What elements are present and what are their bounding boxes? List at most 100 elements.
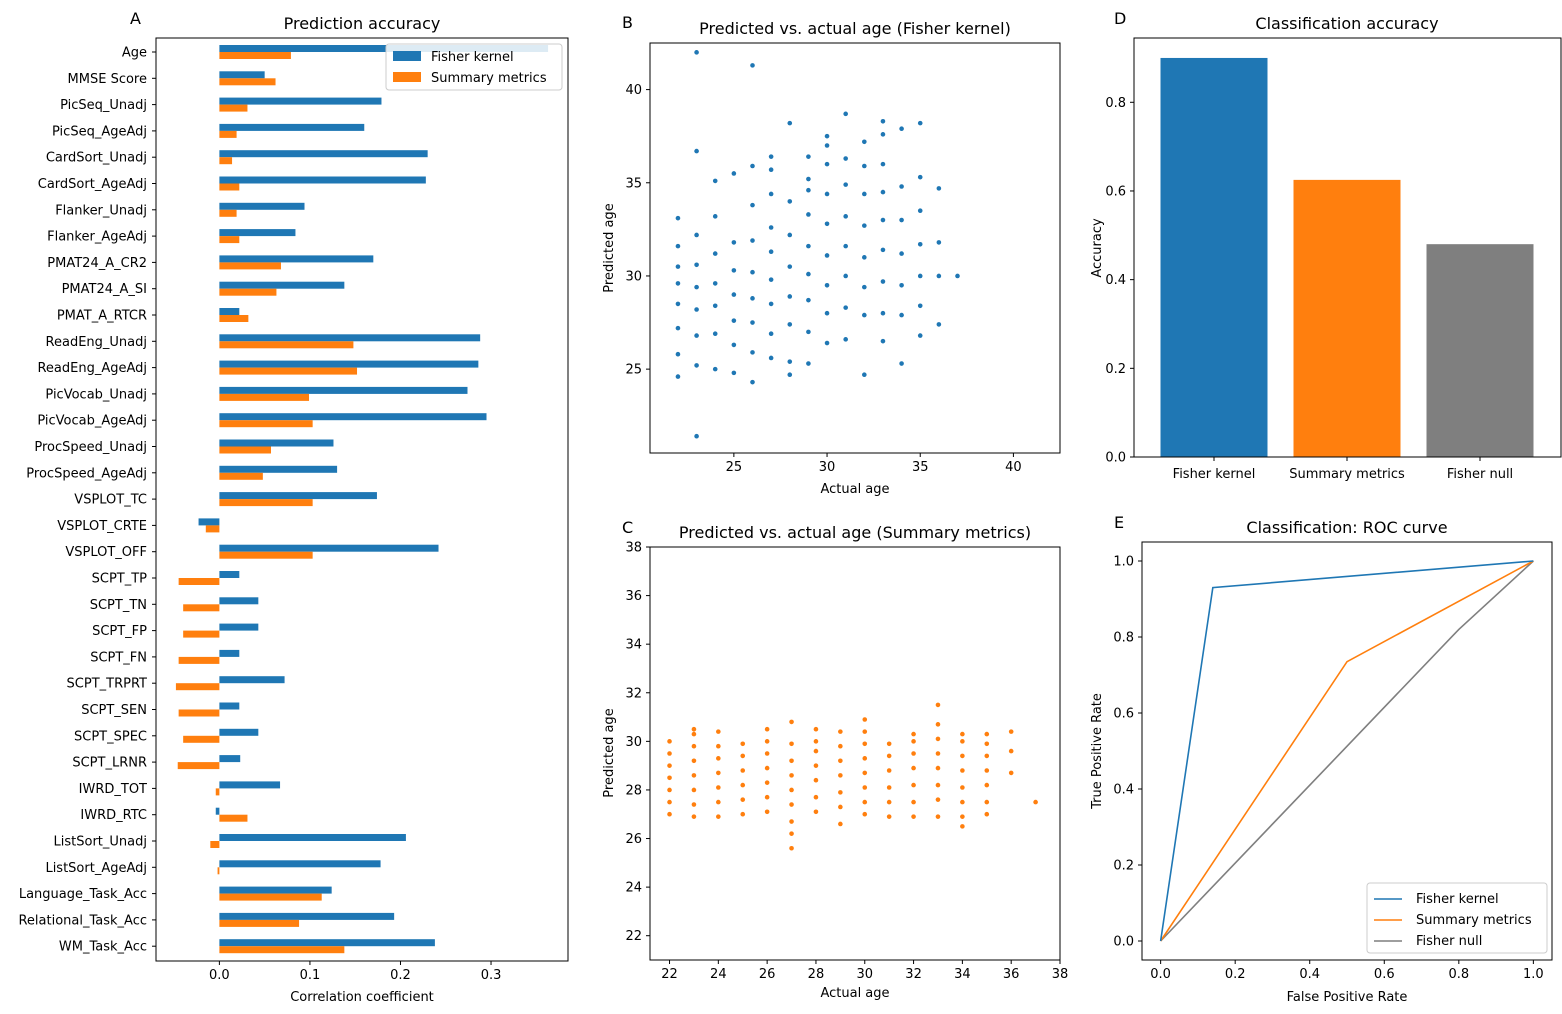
panel-a-legend: Fisher kernel Summary metrics (385, 43, 563, 91)
scatter-point (935, 736, 941, 742)
category-label-pmat24-a-si: PMAT24_A_SI (62, 282, 147, 297)
y-tick-label: 0.6 (1105, 184, 1126, 199)
legend-label-fisher-null: Fisher null (1416, 934, 1482, 949)
scatter-point (960, 785, 965, 790)
y-tick-label: 0.8 (1113, 631, 1134, 646)
x-tick-label: 26 (759, 967, 776, 982)
scatter-point (667, 775, 672, 781)
fisher-bar-scpt-tp (219, 571, 240, 578)
y-tick-label: 1.0 (1113, 555, 1134, 570)
category-label-cardsort-ageadj: CardSort_AgeAdj (38, 177, 147, 192)
scatter-point (806, 187, 811, 193)
scatter-point (1008, 729, 1014, 734)
scatter-point (787, 294, 793, 299)
scatter-point (911, 765, 916, 771)
scatter-point (984, 799, 990, 805)
x-tick-label: 0.4 (1299, 967, 1320, 982)
scatter-point (675, 301, 681, 307)
scatter-point (899, 126, 904, 132)
fisher-bar-mmse-score (219, 71, 265, 79)
scatter-point (787, 120, 793, 126)
category-label-language-task-acc: Language_Task_Acc (19, 887, 147, 902)
summary-bar-scpt-lrnr (177, 762, 220, 770)
panel-a: A Prediction accuracy Age MMSE Score PicSe… (18, 9, 569, 1005)
scatter-point (764, 780, 770, 785)
x-tick-label-fisher-null: Fisher null (1447, 467, 1513, 482)
category-label-scpt-fp: SCPT_FP (92, 624, 147, 639)
fisher-bar-flanker-ageadj (219, 229, 296, 237)
scatter-point (750, 379, 755, 385)
scatter-point (675, 281, 681, 286)
scatter-point (880, 189, 886, 195)
fisher-bar-cardsort-ageadj (219, 176, 426, 184)
y-tick-label: 0.4 (1105, 273, 1126, 288)
panel-c-ylabel: Predicted age (602, 708, 617, 797)
category-label-scpt-tp: SCPT_TP (92, 572, 148, 587)
summary-bar-picvocab-ageadj (219, 420, 313, 428)
fisher-bar-listsort-ageadj (219, 860, 381, 868)
scatter-point (787, 322, 793, 327)
fisher-bar-wm-task-acc (219, 939, 435, 947)
scatter-point (838, 804, 843, 810)
scatter-point (984, 741, 990, 747)
fisher-bar-scpt-tn (219, 597, 259, 605)
fisher-bar-scpt-sen (219, 702, 240, 710)
fisher-bar-vsplot-tc (219, 492, 377, 500)
y-tick-label: 36 (625, 589, 642, 604)
category-label-procspeed-unadj: ProcSpeed_Unadj (34, 440, 147, 455)
panel-a-bars (175, 45, 549, 954)
scatter-point (694, 232, 699, 238)
scatter-point (694, 284, 699, 290)
panel-e-ylabel: True Positive Rate (1090, 693, 1105, 810)
y-tick-label: 32 (625, 686, 642, 701)
category-label-wm-task-acc: WM_Task_Acc (59, 940, 147, 955)
summary-bar-scpt-trprt (175, 683, 220, 691)
scatter-point (862, 811, 868, 817)
scatter-point (862, 741, 868, 747)
scatter-point (787, 372, 793, 378)
panel-a-legend-frame (385, 43, 563, 91)
category-label-scpt-tn: SCPT_TN (90, 598, 147, 613)
scatter-point (789, 831, 794, 836)
scatter-point (880, 118, 886, 124)
scatter-point (935, 814, 941, 819)
roc-line-fisher-kernel (1159, 560, 1534, 942)
scatter-point (731, 318, 737, 323)
scatter-point (694, 262, 699, 268)
panel-c: C Predicted vs. actual age (Summary metr… (602, 518, 1068, 1001)
scatter-point (731, 342, 737, 348)
y-tick-label: 0.2 (1105, 362, 1126, 377)
panel-b-xlabel: Actual age (820, 482, 889, 497)
fisher-bar-pmat-a-rtcr (219, 308, 240, 315)
scatter-point (886, 753, 892, 759)
panel-c-points (667, 702, 1038, 851)
scatter-point (935, 765, 941, 771)
scatter-point (694, 50, 699, 55)
summary-bar-picseq-ageadj (219, 130, 237, 138)
category-label-picvocab-ageadj: PicVocab_AgeAdj (37, 414, 147, 429)
roc-line-fisher-null (1160, 560, 1534, 942)
scatter-point (911, 731, 916, 737)
scatter-point (712, 178, 718, 184)
scatter-point (899, 361, 904, 366)
scatter-point (750, 238, 755, 243)
scatter-point (768, 355, 774, 361)
panel-c-x-ticks: 22 24 26 28 30 32 34 36 38 (661, 960, 1068, 982)
panel-a-title: Prediction accuracy (284, 14, 441, 33)
summary-bar-scpt-spec (183, 735, 220, 743)
scatter-point (813, 726, 819, 732)
scatter-point (911, 782, 916, 788)
scatter-point (862, 191, 867, 197)
scatter-point (911, 751, 916, 756)
scatter-point (843, 243, 848, 249)
scatter-point (731, 370, 737, 376)
category-label-picvocab-unadj: PicVocab_Unadj (45, 387, 147, 402)
scatter-point (935, 751, 941, 756)
category-label-listsort-unadj: ListSort_Unadj (54, 835, 147, 850)
category-label-relational-task-acc: Relational_Task_Acc (18, 913, 147, 928)
panel-a-category-labels: Age MMSE Score PicSeq_Unadj PicSeq_AgeAdj Ca… (18, 46, 156, 955)
y-tick-label: 30 (625, 269, 642, 284)
x-tick-label: 38 (1052, 967, 1069, 982)
scatter-point (768, 154, 774, 159)
fisher-bar-iwrd-tot (219, 781, 281, 789)
